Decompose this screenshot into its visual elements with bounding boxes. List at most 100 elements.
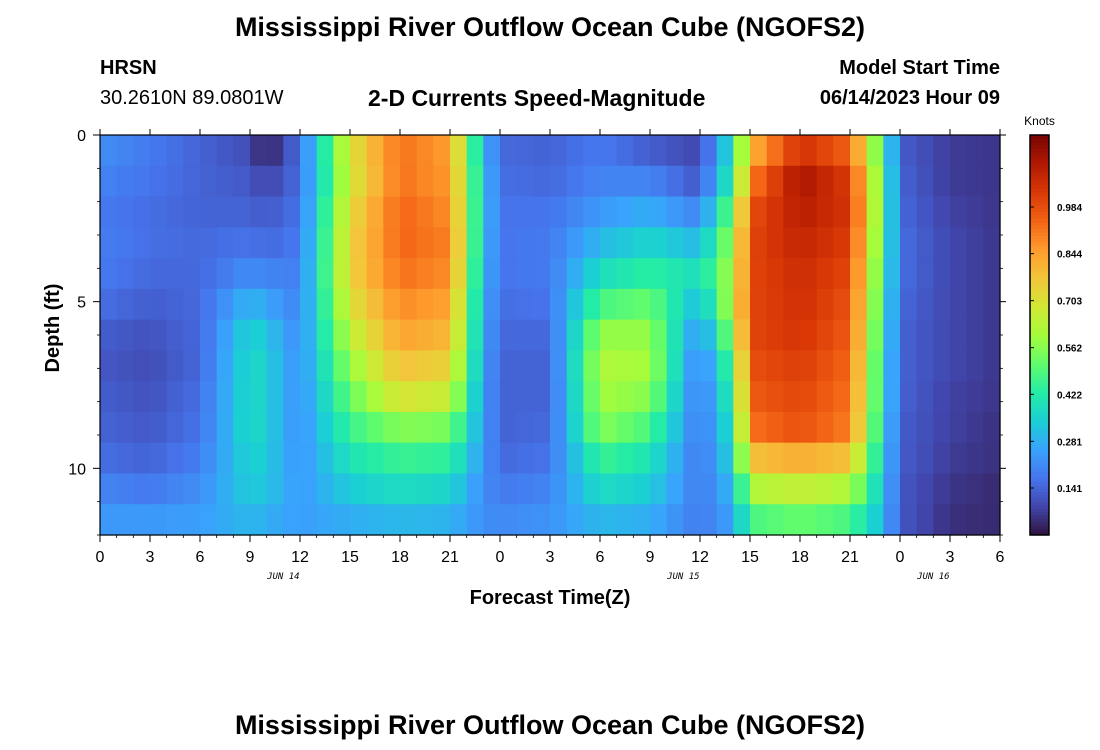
heatmap-cell	[583, 473, 601, 505]
heatmap-cell	[683, 381, 701, 413]
heatmap-cell	[300, 196, 318, 228]
heatmap-cell	[483, 411, 501, 444]
heatmap-cell	[700, 258, 718, 290]
heatmap-cell	[300, 350, 318, 382]
heatmap-cell	[266, 258, 284, 290]
heatmap-cell	[116, 442, 134, 475]
heatmap-cell	[333, 227, 351, 259]
colorbar-tick-label: 0.562	[1057, 344, 1082, 355]
heatmap-cell	[566, 319, 584, 351]
heatmap-cell	[100, 135, 118, 167]
heatmap-cell	[700, 381, 718, 413]
heatmap-cell	[116, 504, 134, 536]
heatmap-cell	[100, 350, 118, 382]
heatmap-cell	[350, 135, 368, 167]
heatmap-cell	[716, 442, 734, 475]
heatmap-cell	[216, 227, 234, 259]
heatmap-cell	[666, 258, 684, 290]
colorbar-band	[1030, 451, 1049, 456]
heatmap-cell	[333, 258, 351, 290]
heatmap-cell	[283, 196, 301, 228]
heatmap-cell	[750, 442, 768, 475]
colorbar-band	[1030, 518, 1049, 523]
heatmap-cell	[383, 381, 401, 413]
colorbar-band	[1030, 341, 1049, 346]
heatmap-cell	[700, 473, 718, 505]
heatmap-cell	[550, 319, 568, 351]
heatmap-cell	[716, 165, 734, 198]
heatmap-cell	[433, 135, 451, 167]
heatmap-cell	[366, 350, 384, 382]
heatmap-cell	[500, 442, 518, 475]
heatmap-cell	[416, 196, 434, 228]
colorbar-band	[1030, 348, 1049, 353]
heatmap-cell	[383, 350, 401, 382]
heatmap-cell	[533, 504, 551, 536]
heatmap-cell	[850, 196, 868, 228]
heatmap-cell	[183, 227, 201, 259]
heatmap-cell	[183, 473, 201, 505]
heatmap-cell	[716, 504, 734, 536]
heatmap-cell	[333, 411, 351, 444]
heatmap-cell	[150, 196, 168, 228]
heatmap-cell	[933, 350, 951, 382]
colorbar-band	[1030, 275, 1049, 279]
colorbar-band	[1030, 325, 1049, 329]
heatmap-cell	[383, 258, 401, 290]
heatmap-cell	[450, 350, 468, 382]
heatmap-cell	[650, 411, 668, 444]
heatmap-cell	[800, 319, 818, 351]
heatmap-cell	[133, 165, 151, 198]
colorbar-band	[1030, 351, 1049, 356]
heatmap-cell	[250, 165, 268, 198]
heatmap-cell	[466, 319, 484, 351]
heatmap-cell	[133, 504, 151, 536]
colorbar-band	[1030, 508, 1049, 513]
heatmap-cell	[716, 381, 734, 413]
heatmap-cell	[650, 165, 668, 198]
heatmap-cell	[333, 442, 351, 475]
heatmap-cell	[800, 504, 818, 536]
heatmap-cell	[183, 135, 201, 167]
heatmap-cell	[250, 135, 268, 167]
heatmap-cell	[983, 381, 1001, 413]
heatmap-cell	[200, 319, 218, 351]
colorbar-band	[1030, 368, 1049, 373]
heatmap-cell	[116, 288, 134, 321]
colorbar-band	[1030, 465, 1049, 469]
heatmap-cell	[516, 473, 534, 505]
heatmap-cell	[916, 165, 934, 198]
heatmap-cell	[550, 473, 568, 505]
heatmap-cell	[833, 381, 851, 413]
heatmap-cell	[383, 135, 401, 167]
heatmap-cell	[533, 135, 551, 167]
heatmap-cell	[750, 196, 768, 228]
heatmap-cell	[783, 196, 801, 228]
heatmap-cell	[250, 381, 268, 413]
heatmap-cell	[766, 288, 784, 321]
heatmap-cell	[666, 504, 684, 536]
heatmap-cell	[483, 319, 501, 351]
heatmap-cell	[166, 473, 184, 505]
heatmap-cell	[850, 350, 868, 382]
colorbar-band	[1030, 181, 1049, 186]
heatmap-cell	[566, 442, 584, 475]
heatmap-cell	[633, 165, 651, 198]
heatmap-cell	[400, 504, 418, 536]
heatmap-cell	[700, 135, 718, 167]
heatmap-cell	[633, 473, 651, 505]
heatmap-cell	[550, 381, 568, 413]
heatmap-cell	[700, 350, 718, 382]
colorbar-band	[1030, 418, 1049, 423]
heatmap-cell	[866, 381, 884, 413]
colorbar-band	[1030, 481, 1049, 486]
colorbar-band	[1030, 298, 1049, 303]
heatmap-cell	[800, 165, 818, 198]
heatmap-cell	[650, 504, 668, 536]
heatmap-cell	[400, 288, 418, 321]
heatmap-cell	[516, 227, 534, 259]
heatmap-cell	[333, 350, 351, 382]
colorbar-band	[1030, 415, 1049, 419]
heatmap-cell	[700, 319, 718, 351]
heatmap-cell	[166, 350, 184, 382]
